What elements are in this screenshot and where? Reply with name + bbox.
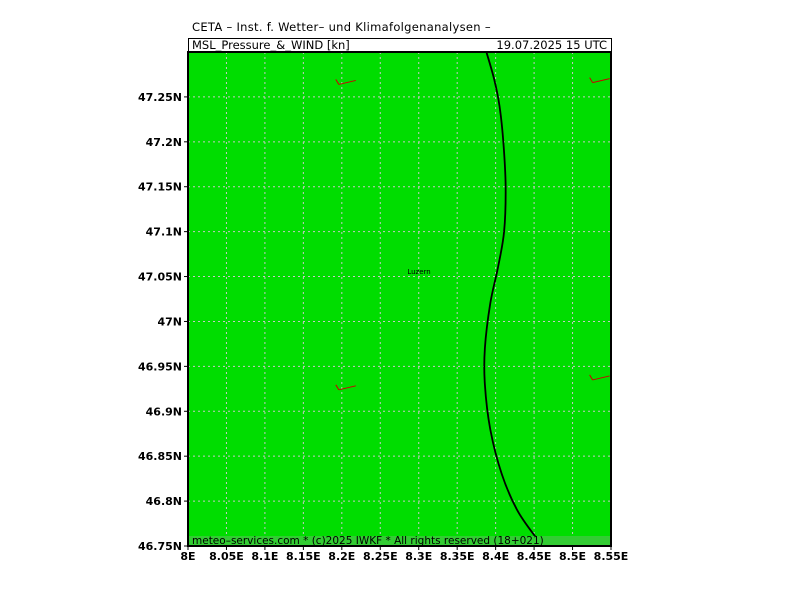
- wind-barb: [335, 79, 356, 85]
- lon-tick-label: 8.35E: [440, 550, 475, 563]
- lat-tick-label: 47.05N: [138, 271, 182, 284]
- lon-tick-label: 8.3E: [405, 550, 432, 563]
- lon-tick-label: 8E: [180, 550, 195, 563]
- city-label: Luzern: [407, 268, 430, 276]
- lat-tick-label: 46.95N: [138, 360, 182, 373]
- city-layer: Luzern: [407, 268, 430, 276]
- lat-tick-label: 47.15N: [138, 181, 182, 194]
- lat-tick-label: 47N: [157, 315, 182, 328]
- map-frame: [187, 51, 612, 547]
- map-background: [188, 52, 611, 546]
- isobar-line: [483, 51, 545, 547]
- lon-tick-label: 8.1E: [251, 550, 278, 563]
- valid-datetime: 19.07.2025 15 UTC: [496, 38, 607, 52]
- footer-band: [188, 536, 611, 546]
- lat-tick-label: 46.8N: [146, 495, 182, 508]
- lat-tick-label: 47.25N: [138, 91, 182, 104]
- lon-tick-label: 8.15E: [286, 550, 321, 563]
- lon-tick-label: 8.5E: [559, 550, 586, 563]
- product-label: MSL_Pressure_&_WIND [kn]: [192, 38, 350, 52]
- copyright-footer: meteo–services.com * (c)2025 IWKF * All …: [188, 535, 611, 547]
- lat-tick-label: 46.85N: [138, 450, 182, 463]
- lon-tick-label: 8.55E: [594, 550, 629, 563]
- longitude-labels: 8E 8.05E 8.1E 8.15E 8.2E 8.25E 8.3E 8.35E 8.4E 8.…: [180, 546, 628, 563]
- isobar-layer: [483, 51, 545, 547]
- lat-tick-label: 47.1N: [146, 226, 182, 239]
- map-grid: [188, 52, 611, 546]
- chart-header-title: CETA – Inst. f. Wetter– und Klimafolgena…: [192, 20, 491, 34]
- copyright-text: meteo–services.com * (c)2025 IWKF * All …: [192, 535, 544, 547]
- lon-tick-label: 8.2E: [328, 550, 355, 563]
- wind-barb-layer: [335, 77, 610, 391]
- wind-barb: [589, 374, 610, 381]
- lat-tick-label: 46.75N: [138, 540, 182, 553]
- lon-tick-label: 8.45E: [517, 550, 552, 563]
- wind-barb: [589, 77, 610, 84]
- lon-tick-label: 8.05E: [209, 550, 244, 563]
- latitude-labels: 47.25N 47.2N 47.15N 47.1N 47.05N 47N 46.95N 46.…: [138, 91, 188, 553]
- lat-tick-label: 46.9N: [146, 405, 182, 418]
- lat-tick-label: 47.2N: [146, 136, 182, 149]
- lon-tick-label: 8.25E: [363, 550, 398, 563]
- lon-tick-label: 8.4E: [482, 550, 509, 563]
- wind-barb: [335, 384, 356, 391]
